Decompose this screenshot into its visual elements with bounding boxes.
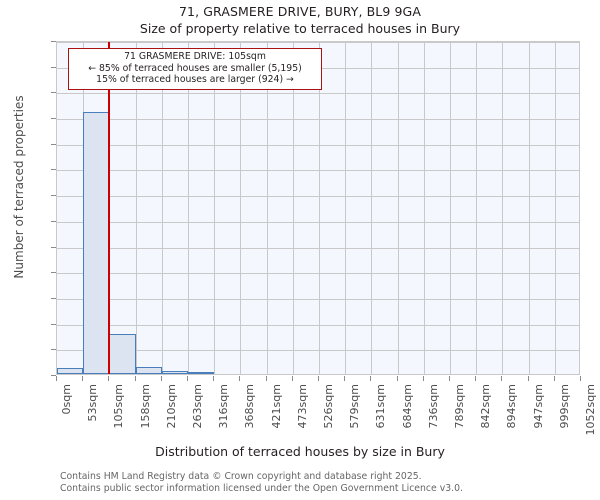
x-tick-label: 316sqm (217, 384, 231, 429)
footer-line-2: Contains public sector information licen… (60, 482, 463, 494)
gridline-vertical (528, 42, 530, 374)
property-marker-line (108, 42, 111, 374)
x-tick-mark (82, 376, 84, 381)
x-tick-label: 473sqm (295, 384, 309, 429)
x-tick-mark (527, 376, 529, 381)
y-axis-title: Number of terraced properties (12, 95, 26, 279)
gridline-vertical (476, 42, 478, 374)
x-tick-label: 684sqm (400, 384, 414, 429)
x-tick-mark (134, 376, 136, 381)
gridline-vertical (188, 42, 189, 374)
gridline-horizontal (57, 144, 579, 146)
x-tick-mark (396, 376, 398, 381)
x-tick-label: 526sqm (322, 384, 335, 429)
x-tick-label: 53sqm (86, 384, 100, 422)
gridline-vertical (319, 42, 320, 374)
x-tick-mark (580, 376, 581, 381)
x-tick-label: 158sqm (138, 384, 152, 429)
histogram-bar (57, 368, 84, 374)
page-subtitle: Size of property relative to terraced ho… (139, 21, 461, 36)
gridline-vertical (345, 42, 347, 374)
x-tick-label: 263sqm (191, 384, 204, 429)
x-tick-mark (265, 376, 267, 381)
gridline-horizontal (57, 196, 579, 198)
x-tick-label: 736sqm (426, 384, 440, 429)
gridline-vertical (397, 42, 399, 374)
x-axis-title: Distribution of terraced houses by size … (155, 444, 445, 459)
x-tick-mark (370, 376, 372, 381)
x-tick-mark (239, 376, 241, 381)
annotation-line-1: 71 GRASMERE DRIVE: 105sqm (124, 51, 266, 62)
annotation-line-3: 15% of terraced houses are larger (924) … (96, 74, 294, 86)
histogram-bar (135, 367, 162, 374)
gridline-horizontal (57, 42, 579, 43)
x-tick-mark (213, 376, 215, 381)
gridline-vertical (371, 42, 373, 374)
footer-attribution: Contains HM Land Registry data © Crown c… (60, 471, 463, 494)
gridline-horizontal (57, 247, 579, 249)
x-tick-mark (344, 376, 346, 381)
histogram-bar (109, 334, 136, 374)
gridline-vertical (450, 42, 451, 374)
gridline-horizontal (57, 298, 579, 300)
x-tick-mark (501, 376, 503, 381)
x-tick-label: 1052sqm (584, 384, 597, 436)
annotation-line-2: ← 85% of terraced houses are smaller (5,… (88, 62, 302, 74)
x-tick-label: 999sqm (557, 384, 571, 429)
x-tick-label: 789sqm (453, 384, 466, 429)
x-tick-mark (56, 376, 57, 381)
gridline-vertical (266, 42, 268, 374)
x-tick-label: 947sqm (531, 384, 545, 429)
gridline-vertical (240, 42, 242, 374)
gridline-horizontal (57, 93, 579, 95)
x-tick-label: 894sqm (505, 384, 519, 429)
x-tick-label: 105sqm (112, 384, 126, 429)
x-tick-mark (160, 376, 162, 381)
x-tick-label: 0sqm (60, 384, 73, 415)
histogram-bar (83, 111, 110, 374)
x-tick-label: 579sqm (348, 384, 362, 429)
x-tick-mark (318, 376, 319, 381)
gridline-vertical (554, 42, 556, 374)
x-tick-mark (449, 376, 450, 381)
x-tick-mark (291, 376, 293, 381)
gridline-vertical (423, 42, 425, 374)
x-tick-mark (553, 376, 555, 381)
x-tick-label: 842sqm (479, 384, 493, 429)
gridline-vertical (502, 42, 504, 374)
footer-line-1: Contains HM Land Registry data © Crown c… (60, 471, 422, 482)
gridline-horizontal (57, 221, 579, 223)
gridline-horizontal (57, 119, 579, 121)
x-tick-label: 210sqm (164, 384, 178, 429)
x-tick-label: 421sqm (269, 384, 283, 429)
histogram-bar (188, 372, 215, 374)
gridline-horizontal (57, 273, 579, 275)
gridline-horizontal (57, 324, 579, 326)
x-tick-mark (422, 376, 424, 381)
x-tick-mark (187, 376, 188, 381)
property-annotation-box: 71 GRASMERE DRIVE: 105sqm ← 85% of terra… (68, 48, 322, 90)
gridline-vertical (292, 42, 294, 374)
gridline-horizontal (57, 350, 579, 352)
gridline-vertical (135, 42, 137, 374)
gridline-vertical (214, 42, 216, 374)
gridline-vertical (161, 42, 163, 374)
x-tick-mark (475, 376, 477, 381)
gridline-horizontal (57, 170, 579, 172)
histogram-bar (161, 371, 188, 374)
x-tick-label: 368sqm (243, 384, 257, 429)
page-title: 71, GRASMERE DRIVE, BURY, BL9 9GA (179, 4, 421, 19)
x-tick-mark (108, 376, 110, 381)
plot-area (56, 41, 580, 375)
x-tick-label: 631sqm (374, 384, 388, 429)
